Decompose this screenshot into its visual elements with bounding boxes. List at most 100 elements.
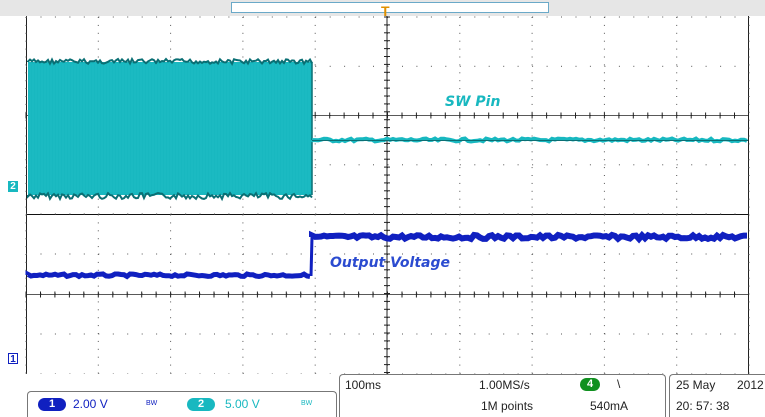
graticule-dot	[748, 254, 750, 255]
graticule-dot	[603, 317, 605, 319]
graticule-dot	[459, 230, 461, 232]
ch2-scale[interactable]: 5.00 V	[225, 397, 260, 411]
graticule-dot	[676, 48, 678, 50]
graticule-dot	[603, 88, 605, 90]
graticule-dot	[748, 222, 750, 224]
ch1-ground-marker[interactable]: 1	[8, 353, 18, 365]
graticule-dot	[705, 213, 707, 215]
graticule-dot	[344, 164, 346, 166]
graticule-dot	[531, 230, 533, 232]
graticule-dot	[603, 72, 605, 74]
graticule-dot	[314, 254, 316, 255]
graticule-dot	[575, 164, 577, 166]
graticule-dot	[676, 246, 678, 248]
ch2-ground-marker[interactable]: 2	[8, 181, 18, 192]
trigger-source-badge[interactable]: 4	[580, 378, 600, 391]
graticule-dot	[445, 164, 447, 166]
graticule-dot	[603, 48, 605, 50]
trigger-level[interactable]: 540mA	[590, 399, 629, 413]
graticule-dot	[25, 277, 27, 279]
graticule-dot	[531, 56, 533, 58]
ch2-badge[interactable]: 2	[187, 398, 215, 411]
graticule-dot	[242, 317, 244, 319]
graticule-dot	[97, 285, 99, 287]
graticule-dot	[705, 333, 707, 335]
graticule-dot	[25, 40, 27, 42]
graticule-dot	[286, 16, 288, 18]
graticule-dot	[531, 159, 533, 161]
graticule-dot	[242, 213, 244, 215]
ch1-scale[interactable]: 2.00 V	[73, 397, 108, 411]
graticule-dot	[603, 40, 605, 42]
graticule-dot	[531, 364, 533, 366]
graticule-dot	[315, 213, 317, 215]
graticule-dot	[589, 164, 591, 166]
graticule-dot	[748, 230, 750, 232]
graticule-dot	[25, 135, 27, 137]
graticule-dot	[300, 213, 302, 215]
graticule-dot	[662, 333, 664, 335]
graticule-dot	[459, 325, 461, 327]
graticule-dot	[54, 253, 56, 255]
graticule-dot	[314, 127, 316, 129]
graticule-dot	[546, 253, 548, 255]
graticule-dot	[402, 333, 403, 335]
graticule-dot	[25, 96, 27, 97]
graticule-dot	[748, 190, 750, 192]
graticule-dot	[40, 333, 42, 335]
graticule-dot	[662, 213, 664, 215]
trigger-position-marker[interactable]: T	[381, 3, 390, 19]
graticule-dot	[459, 182, 461, 184]
graticule-dot	[26, 213, 27, 215]
graticule-dot	[575, 253, 577, 255]
graticule-dot	[358, 333, 360, 335]
graticule-dot	[705, 253, 707, 255]
graticule-dot	[531, 17, 533, 18]
graticule-dot	[603, 111, 605, 113]
graticule-dot	[25, 48, 27, 50]
graticule-dot	[242, 325, 244, 327]
graticule-dot	[314, 333, 316, 334]
record-view-window[interactable]	[231, 2, 549, 13]
graticule-dot	[691, 213, 693, 215]
graticule-dot	[416, 253, 418, 255]
ch1-waveform-trace	[25, 230, 747, 280]
graticule-dot	[127, 16, 129, 18]
graticule-dot	[358, 164, 360, 166]
graticule-dot	[459, 80, 461, 82]
graticule-dot	[546, 16, 548, 18]
graticule-dot	[459, 103, 461, 105]
timebase-scale[interactable]: 100ms	[345, 378, 382, 392]
graticule-dot	[97, 261, 99, 263]
graticule-dot	[97, 214, 99, 216]
graticule-dot	[402, 253, 403, 255]
graticule-dot	[603, 372, 605, 374]
acquisition-readout-panel[interactable]	[339, 374, 666, 417]
graticule-dot	[531, 175, 533, 176]
graticule-dot	[459, 48, 461, 50]
graticule-dot	[25, 340, 27, 342]
graticule-dot	[271, 16, 273, 18]
graticule-dot	[170, 261, 172, 263]
graticule-dot	[344, 333, 346, 335]
graticule-dot	[748, 159, 750, 161]
graticule-dot	[314, 285, 316, 287]
graticule-dot	[26, 164, 27, 166]
graticule-dot	[676, 340, 678, 342]
graticule-dot	[112, 333, 114, 335]
graticule-dot	[25, 261, 27, 263]
graticule-dot	[603, 285, 605, 287]
graticule-dot	[531, 246, 533, 248]
graticule-dot	[488, 333, 490, 335]
graticule-dot	[676, 261, 678, 263]
ch1-badge[interactable]: 1	[38, 398, 66, 411]
graticule-dot	[358, 65, 360, 67]
graticule-dot	[691, 164, 693, 166]
graticule-dot	[25, 254, 27, 255]
graticule-dot	[603, 222, 605, 224]
graticule-dot	[748, 364, 750, 366]
graticule-dot	[271, 333, 273, 335]
graticule-dot	[676, 206, 678, 208]
graticule-dot	[633, 16, 635, 18]
graticule-dot	[25, 285, 27, 287]
